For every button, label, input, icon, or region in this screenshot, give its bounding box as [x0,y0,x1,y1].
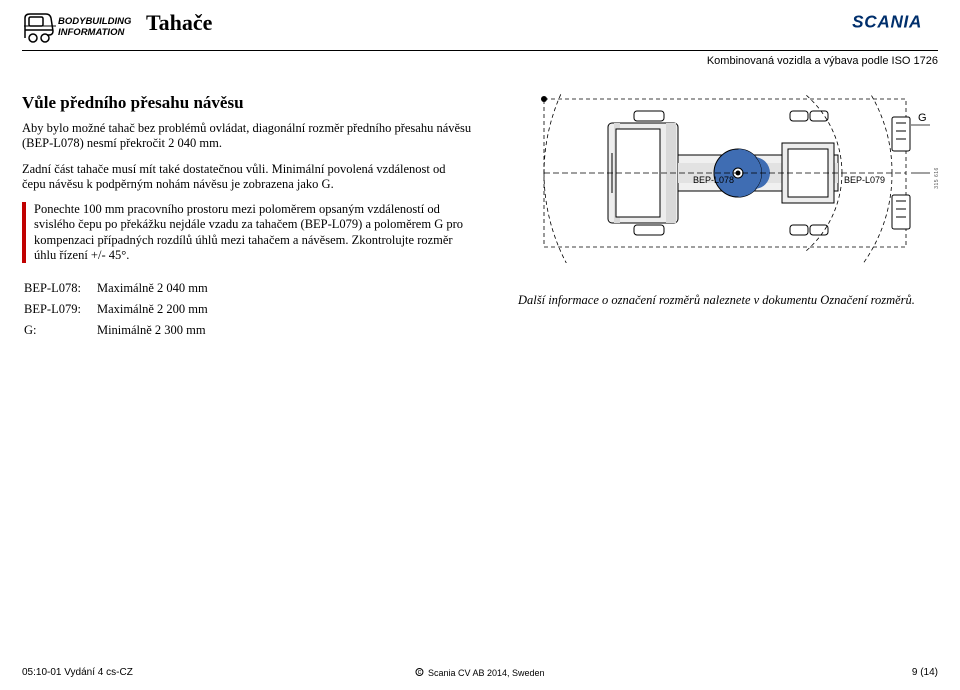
page-header: BODYBUILDING INFORMATION Tahače SCANIA [22,10,938,51]
svg-text:INFORMATION: INFORMATION [58,27,125,38]
svg-text:SCANIA: SCANIA [852,12,922,32]
header-left: BODYBUILDING INFORMATION Tahače [22,10,212,44]
spec-table: BEP-L078: Maximálně 2 040 mm BEP-L079: M… [22,277,210,341]
tractor-clearance-diagram: BEP-L078 BEP-L079 G [538,93,938,263]
text-column: Vůle předního přesahu návěsu Aby bylo mo… [22,93,472,341]
fig-label-right: BEP-L079 [844,175,885,185]
sub-heading: Kombinovaná vozidla a výbava podle ISO 1… [22,55,938,67]
highlight-block: Ponechte 100 mm pracovního prostoru mezi… [22,202,472,263]
spec-row: BEP-L079: Maximálně 2 200 mm [24,300,208,319]
scania-logo: SCANIA [852,12,938,32]
figure-wrap: BEP-L078 BEP-L079 G 315 616 [538,93,938,263]
footer-left: 05:10-01 Vydání 4 cs-CZ [22,667,133,678]
fig-label-g: G [918,112,927,124]
figure-caption: Další informace o označení rozměrů nalez… [518,293,938,308]
copyright-icon: c [415,668,423,676]
figure-column: BEP-L078 BEP-L079 G 315 616 Další inform… [492,93,938,341]
paragraph-1: Aby bylo možné tahač bez problémů ovláda… [22,121,472,152]
spec-label: BEP-L079: [24,300,95,319]
spec-value: Minimálně 2 300 mm [97,321,208,340]
svg-text:BODYBUILDING: BODYBUILDING [58,16,132,27]
footer-center-text: Scania CV AB 2014, Sweden [428,668,545,678]
footer-center: c Scania CV AB 2014, Sweden [415,668,544,678]
doc-title: Tahače [146,10,212,34]
spec-label: BEP-L078: [24,279,95,298]
footer-right: 9 (14) [912,667,938,678]
spec-value: Maximálně 2 200 mm [97,300,208,319]
spec-label: G: [24,321,95,340]
figure-ref-number: 315 616 [934,167,940,189]
section-title: Vůle předního přesahu návěsu [22,93,472,113]
fig-label-left: BEP-L078 [693,175,734,185]
spec-value: Maximálně 2 040 mm [97,279,208,298]
paragraph-3: Ponechte 100 mm pracovního prostoru mezi… [34,202,472,263]
bodybuilding-info-logo: BODYBUILDING INFORMATION [22,10,132,44]
spec-row: G: Minimálně 2 300 mm [24,321,208,340]
paragraph-2: Zadní část tahače musí mít také dostateč… [22,162,472,193]
spec-row: BEP-L078: Maximálně 2 040 mm [24,279,208,298]
